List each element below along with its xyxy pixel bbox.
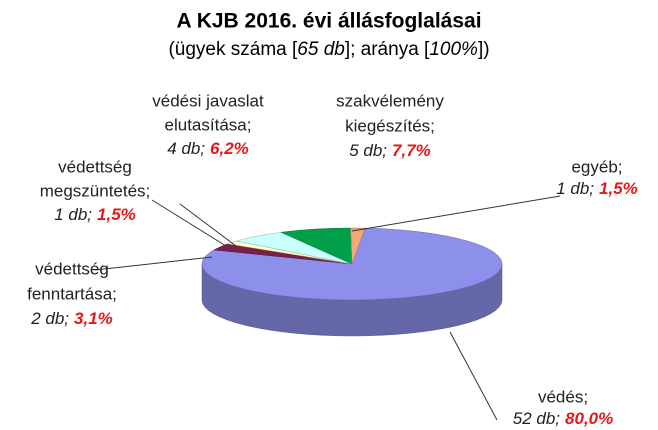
subtitle-part: 65 db [297, 39, 345, 60]
leader-line [151, 199, 227, 247]
slice-label: kiegészítés; [345, 116, 435, 135]
slice-label: védési javaslat [152, 91, 264, 110]
leader-line [94, 256, 213, 271]
slice [350, 227, 366, 265]
slice-value-label: 1 db; 1,5% [556, 179, 638, 198]
subtitle-part: (ügyek száma [ [168, 39, 298, 60]
count-label: 4 db; [167, 139, 205, 158]
count-label: 2 db; [30, 309, 69, 328]
percent-label: 1,5% [97, 205, 136, 224]
chart-title: A KJB 2016. évi állásfoglalásai [176, 10, 481, 33]
slice-value-label: 1 db; 1,5% [54, 205, 136, 224]
slice-label: elutasítása; [165, 115, 252, 134]
percent-label: 1,5% [599, 179, 638, 198]
count-label: 1 db; [556, 179, 594, 198]
slice-label: megszüntetés; [40, 181, 151, 200]
leader-line [179, 203, 237, 247]
chart-subtitle: (ügyek száma [65 db]; aránya [100%]) [168, 39, 489, 60]
slice-label: egyéb; [571, 157, 622, 176]
subtitle-part: ]; aránya [ [345, 39, 430, 60]
slice-value-label: 2 db; 3,1% [30, 309, 113, 328]
slice-label: védettség [35, 259, 109, 278]
leader-line [351, 195, 561, 232]
count-label: 5 db; [349, 141, 387, 160]
slice-value-label: 52 db; 80,0% [513, 409, 613, 428]
percent-label: 7,7% [392, 141, 431, 160]
slice-label: védettség [58, 157, 132, 176]
subtitle-part: ]) [478, 39, 490, 60]
slice-label: fenntartása; [27, 284, 117, 303]
percent-label: 3,1% [74, 309, 113, 328]
leader-line [449, 331, 498, 421]
slice-label: szakvélemény [336, 91, 444, 110]
slice-label: védés; [538, 387, 588, 406]
count-label: 52 db; [513, 409, 561, 428]
slice-value-label: 5 db; 7,7% [349, 141, 431, 160]
labels: védés; 52 db; 80,0% védettség fenntartása; 2 … [27, 91, 638, 428]
pie-tops [201, 227, 503, 301]
subtitle-part: 100% [429, 39, 478, 60]
percent-label: 80,0% [565, 409, 613, 428]
count-label: 1 db; [54, 205, 92, 224]
slice-value-label: 4 db; 6,2% [167, 139, 249, 158]
percent-label: 6,2% [210, 139, 249, 158]
